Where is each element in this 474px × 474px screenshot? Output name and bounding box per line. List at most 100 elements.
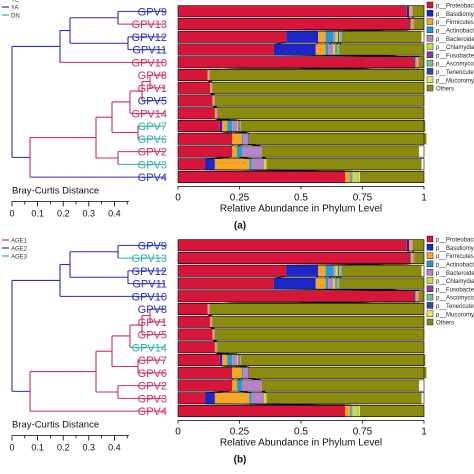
boundary-connector [266, 403, 361, 406]
distance-tick-label: 0.3 [83, 209, 96, 219]
legend-swatch [426, 285, 434, 292]
sample-label: GPV2 [138, 147, 167, 159]
bar-segment [178, 379, 233, 392]
phylum-legend: p__Proteobacteria p__Basidiomycota p__Firm… [426, 1, 474, 93]
bar-segment [178, 56, 415, 68]
boundary-connector [207, 80, 211, 83]
bar-segment [178, 5, 407, 17]
sample-label: GPV11 [132, 279, 167, 291]
sample-label: GPV4 [138, 406, 167, 418]
legend-swatch [426, 277, 434, 284]
boundary-connector [214, 105, 218, 108]
bar-segment [178, 405, 346, 417]
bar-outline [177, 252, 425, 265]
legend-label: p__Firmicutes [436, 20, 474, 26]
boundary-connector [217, 118, 241, 121]
legend-swatch [426, 1, 434, 9]
legend-label: p__Mucoromycota [436, 312, 474, 318]
bar-segment [213, 94, 215, 107]
bar-segment [409, 239, 412, 251]
bar-segment [211, 82, 213, 94]
bar-segment [178, 277, 274, 290]
distance-tick-label: 0 [9, 443, 14, 453]
bar-segment [409, 252, 411, 264]
boundary-connector [266, 169, 361, 172]
bar-segment [325, 31, 333, 43]
bar-segment [414, 290, 416, 302]
legend-swatch [426, 51, 434, 58]
bar-segment [358, 405, 361, 417]
boundary-connector [336, 42, 340, 45]
bar-segment [208, 69, 210, 81]
bar-segment [213, 328, 215, 341]
distance-tick-label: 0.3 [83, 443, 96, 453]
boundary-connector [339, 276, 342, 279]
bar-segment [357, 405, 359, 417]
bar-segment [232, 367, 242, 379]
boundary-connector [339, 288, 420, 291]
bar-segment [336, 277, 340, 290]
bar-segment [227, 120, 233, 132]
legend-label: p__Chlamydiae [436, 45, 474, 51]
sample-label: GPV7 [138, 355, 167, 367]
distance-scale-label: Bray-Curtis Distance [12, 186, 99, 197]
sample-label: GPV6 [138, 368, 167, 380]
bar-segment [415, 56, 418, 68]
bar-segment [335, 31, 338, 43]
bar-segment [178, 82, 210, 94]
bar-segment [178, 392, 206, 404]
bar-segment [332, 43, 336, 56]
boundary-connector [209, 314, 213, 317]
bar-segment [207, 303, 209, 315]
bar-segment [360, 405, 424, 417]
bar-segment [212, 82, 424, 94]
bar-segment [205, 158, 215, 170]
bar-segment [332, 277, 336, 290]
boundary-connector [241, 144, 244, 147]
bar-segment [412, 5, 424, 17]
legend-swatch [426, 235, 434, 243]
boundary-connector [232, 365, 244, 368]
bar-segment [178, 341, 215, 353]
bar-segment [212, 94, 214, 107]
boundary-connector [327, 42, 334, 45]
bar-segment [214, 158, 250, 170]
boundary-connector [249, 144, 262, 147]
bar-segment [232, 120, 238, 132]
bar-segment [243, 367, 249, 379]
boundary-connector [315, 42, 319, 45]
bar-segment [332, 265, 336, 277]
bar-segment [337, 265, 340, 277]
bar-segment [406, 5, 410, 17]
bar-segment [417, 56, 420, 68]
distance-scale-label: Bray-Curtis Distance [12, 420, 99, 431]
dendrogram [11, 10, 165, 178]
sample-label: GPV1 [138, 317, 167, 329]
bar-segment [178, 367, 233, 379]
boundary-connector [341, 263, 415, 266]
boundary-connector [212, 327, 216, 330]
bar-segment [214, 328, 424, 341]
bar-area [177, 239, 427, 418]
bar-segment [249, 392, 252, 404]
legend-label: p__Proteobacteria [436, 4, 474, 10]
bar-segment [232, 145, 238, 158]
boundary-connector [339, 42, 342, 45]
boundary-connector [406, 250, 410, 253]
boundary-connector [211, 93, 214, 96]
bar-segment [212, 328, 214, 341]
bar-segment [419, 290, 424, 302]
sample-label: GPV8 [138, 70, 167, 82]
bar-segment [352, 405, 358, 417]
bar-segment [411, 239, 413, 251]
panel-label: (b) [234, 455, 247, 466]
boundary-connector [241, 390, 252, 393]
sample-label: GPV13 [132, 253, 167, 265]
bar-segment [249, 367, 427, 379]
bar-outline [177, 107, 425, 120]
legend-label: p__Actinobacteria [436, 29, 474, 35]
bar-segment [352, 171, 358, 183]
bar-segment [350, 405, 352, 417]
bar-segment [241, 367, 244, 379]
boundary-connector [214, 339, 218, 342]
